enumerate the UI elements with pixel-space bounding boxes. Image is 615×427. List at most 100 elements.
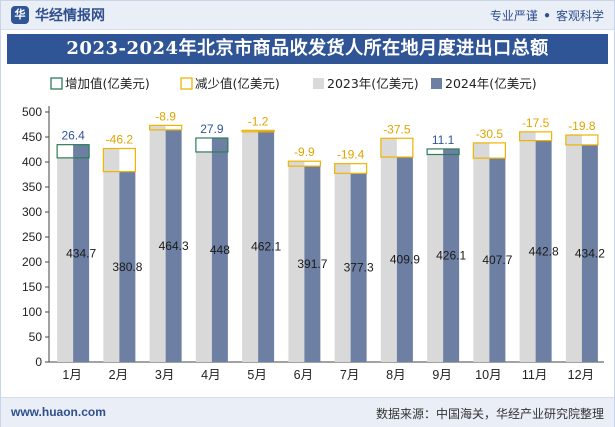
bar-2024 — [73, 144, 90, 362]
x-tick-label: 2月 — [109, 368, 128, 382]
increase-box — [426, 148, 460, 156]
bar-2024 — [535, 140, 552, 362]
bar-2023 — [565, 135, 582, 362]
legend-label-4: 2024年(亿美元) — [445, 76, 537, 91]
value-label-2024: 426.1 — [436, 248, 466, 262]
diff-label: 11.1 — [432, 133, 455, 147]
x-tick-label: 6月 — [294, 368, 313, 382]
bar-2024 — [350, 173, 367, 362]
decrease-box — [287, 160, 321, 167]
value-label-2024: 380.8 — [112, 260, 142, 274]
legend-label-1: 增加值(亿美元) — [65, 76, 150, 91]
increase-box — [195, 137, 229, 153]
value-label-2024: 407.7 — [482, 253, 512, 267]
bar-2023 — [242, 130, 259, 362]
x-tick-label: 10月 — [475, 368, 501, 382]
footer: www.huaon.com 数据来源：中国海关，华经产业研究院整理 — [1, 397, 614, 427]
decrease-box — [565, 134, 599, 146]
bar-2024 — [211, 138, 228, 362]
bar-2024 — [581, 144, 598, 362]
bar-2024 — [304, 166, 321, 362]
x-tick-label: 12月 — [568, 368, 594, 382]
bar-2024 — [443, 148, 460, 362]
diff-label: -19.8 — [568, 119, 596, 133]
value-label-2024: 377.3 — [344, 261, 374, 275]
y-tick-label: 300 — [22, 205, 42, 219]
y-tick-label: 250 — [22, 230, 42, 244]
bar-2023 — [149, 125, 166, 363]
bar-2023 — [103, 148, 120, 362]
legend-swatch-3 — [313, 78, 324, 89]
value-label-2024: 442.8 — [529, 244, 559, 258]
bar-2023 — [195, 151, 212, 362]
bar-2023 — [288, 161, 305, 362]
y-tick-label: 500 — [22, 105, 42, 119]
decrease-box — [380, 137, 414, 158]
slogan-right: 客观科学 — [555, 9, 604, 23]
website-link[interactable]: www.huaon.com — [11, 405, 106, 419]
slogan: 专业严谨 ● 客观科学 — [490, 7, 604, 24]
value-label-2024: 434.2 — [575, 246, 605, 260]
chart-svg: 增加值(亿美元) 减少值(亿美元) 2023年(亿美元) 2024年(亿美元) 0 50 1… — [22, 76, 605, 382]
decrease-box — [241, 129, 275, 133]
legend-label-3: 2023年(亿美元) — [327, 76, 419, 91]
value-label-2024: 462.1 — [251, 239, 281, 253]
y-tick-label: 150 — [22, 280, 42, 294]
decrease-box — [102, 147, 136, 173]
y-tick-label: 400 — [22, 155, 42, 169]
bar-2024 — [258, 130, 275, 362]
x-tick-label: 1月 — [62, 368, 81, 382]
data-source: 数据来源：中国海关，华经产业研究院整理 — [375, 407, 604, 421]
bar-2023 — [473, 142, 490, 362]
legend-swatch-4 — [431, 78, 442, 89]
diff-label: -9.9 — [294, 145, 315, 159]
brand[interactable]: 华 华经情报网 — [11, 6, 105, 24]
x-tick-label: 8月 — [386, 368, 405, 382]
x-tick-label: 5月 — [247, 368, 266, 382]
huajing-logo-icon: 华 — [11, 6, 29, 24]
bar-2024 — [165, 129, 182, 362]
decrease-box — [519, 131, 553, 142]
bar-2024 — [396, 157, 413, 362]
value-label-2024: 464.3 — [159, 239, 189, 253]
diff-label: -46.2 — [106, 133, 134, 147]
y-tick-label: 50 — [29, 330, 43, 344]
bar-2023 — [334, 163, 351, 362]
diff-label: -30.5 — [476, 127, 504, 141]
slogan-left: 专业严谨 — [489, 9, 538, 23]
y-tick-label: 450 — [22, 130, 42, 144]
decrease-box — [472, 142, 506, 159]
decrease-box — [334, 163, 368, 174]
bar-2024 — [119, 171, 136, 362]
diff-label: -17.5 — [522, 116, 550, 130]
increase-box — [56, 144, 90, 159]
y-tick-label: 200 — [22, 255, 42, 269]
diff-label: 26.4 — [61, 129, 85, 143]
bar-2023 — [57, 157, 74, 362]
y-tick-label: 350 — [22, 180, 42, 194]
x-tick-label: 4月 — [201, 368, 220, 382]
brand-name: 华经情报网 — [35, 7, 105, 23]
diff-label: -1.2 — [248, 114, 269, 128]
chart-title: 2023-2024年北京市商品收发货人所在地月度进出口总额 — [7, 34, 608, 64]
y-tick-label: 100 — [22, 305, 42, 319]
value-label-2024: 409.9 — [390, 253, 420, 267]
bar-2023 — [380, 138, 397, 362]
legend-label-2: 减少值(亿美元) — [195, 76, 280, 91]
diff-label: -8.9 — [155, 109, 176, 123]
value-label-2024: 434.7 — [66, 246, 96, 260]
decrease-box — [149, 124, 183, 131]
diff-label: -37.5 — [383, 122, 411, 136]
x-tick-label: 7月 — [340, 368, 359, 382]
bar-2023 — [519, 131, 536, 362]
x-tick-label: 9月 — [432, 368, 451, 382]
legend-swatch-1 — [50, 77, 63, 90]
slogan-dot: ● — [543, 10, 550, 21]
diff-label: 27.9 — [200, 122, 224, 136]
bar-2023 — [427, 154, 444, 362]
y-tick-label: 0 — [35, 355, 42, 369]
bar-2024 — [489, 158, 506, 362]
x-tick-label: 3月 — [155, 368, 174, 382]
x-tick-label: 11月 — [522, 368, 547, 382]
